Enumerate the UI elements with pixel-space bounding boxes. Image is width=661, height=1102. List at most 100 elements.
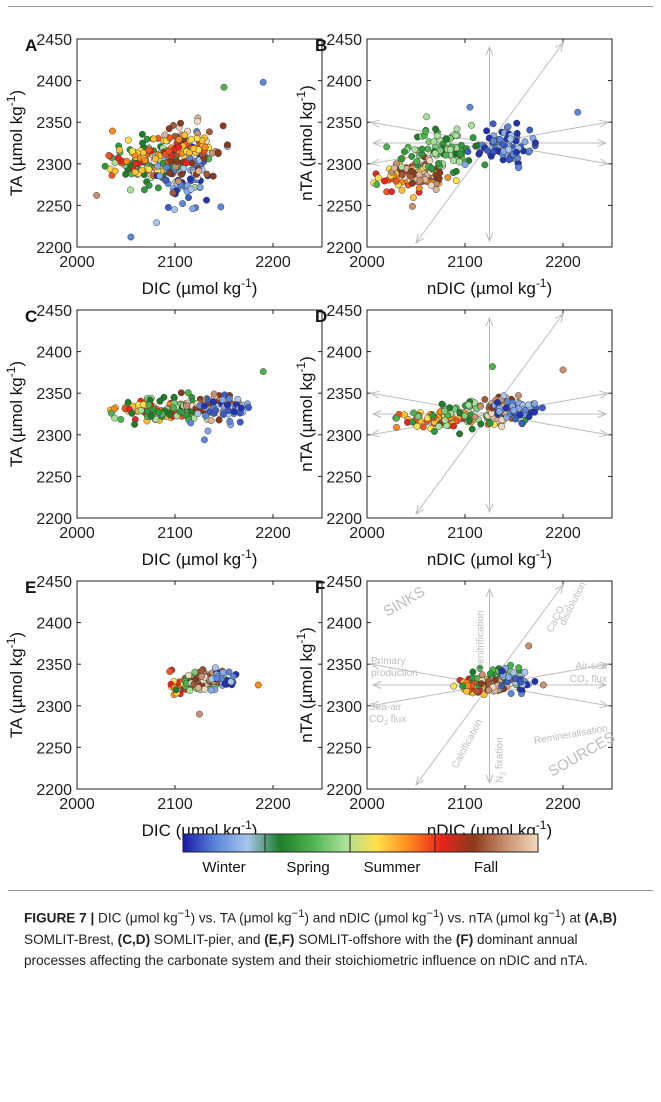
y-tick-label: 2300	[326, 157, 362, 174]
data-point	[468, 121, 475, 129]
data-point	[166, 668, 174, 675]
data-point	[141, 156, 149, 164]
data-point	[194, 410, 202, 417]
data-point	[185, 194, 192, 202]
process-arrow	[489, 42, 564, 144]
data-point	[408, 153, 416, 160]
data-points	[450, 642, 547, 699]
label-denitrification: Denitrification	[476, 610, 487, 671]
panel-letter: C	[25, 307, 37, 326]
x-tick-label: 2100	[157, 525, 193, 542]
data-point	[478, 680, 485, 688]
data-point	[432, 171, 440, 179]
y-tick-label: 2350	[326, 115, 362, 132]
data-point	[141, 186, 148, 194]
label-sea-air-flux: CO2 flux	[369, 714, 406, 727]
data-point	[398, 186, 406, 194]
data-point	[428, 164, 435, 172]
data-point	[513, 129, 521, 137]
data-point	[169, 189, 177, 197]
data-point	[516, 411, 524, 419]
data-point	[156, 172, 164, 180]
data-point	[154, 162, 162, 170]
data-point	[465, 417, 473, 425]
data-point	[477, 420, 485, 428]
data-point	[476, 664, 484, 672]
panel-letter: B	[315, 36, 327, 55]
data-point	[424, 145, 432, 153]
data-point	[452, 177, 460, 185]
arrow-head	[599, 700, 610, 709]
data-point	[145, 166, 153, 173]
data-point	[446, 146, 454, 153]
data-point	[209, 398, 217, 406]
x-tick-label: 2100	[447, 254, 483, 271]
data-point	[230, 408, 238, 416]
data-point	[505, 156, 513, 164]
data-point	[184, 389, 192, 397]
arrow-head	[597, 410, 608, 418]
y-axis-label: TA (µmol kg-1)	[4, 90, 26, 196]
data-point	[171, 206, 178, 214]
panel-letter: F	[315, 578, 325, 597]
data-point	[531, 677, 539, 685]
data-point	[413, 423, 421, 430]
data-point	[259, 368, 267, 375]
data-point	[195, 167, 203, 175]
data-point	[464, 148, 472, 156]
data-point	[515, 392, 522, 399]
data-point	[201, 685, 209, 693]
y-tick-label: 2200	[36, 511, 72, 528]
data-point	[210, 390, 218, 398]
data-point	[410, 409, 418, 417]
data-point	[237, 404, 245, 412]
data-point	[132, 160, 139, 168]
y-tick-label: 2200	[36, 782, 72, 799]
data-point	[465, 401, 473, 409]
data-point	[236, 418, 244, 426]
arrow-head	[599, 119, 610, 128]
arrow-head	[485, 232, 494, 243]
panel-B: 2000 2100 2200 2200 2250 2300 2350 2400 2450 nDIC…	[294, 32, 613, 298]
data-point	[124, 136, 132, 144]
y-tick-label: 2450	[326, 32, 362, 49]
x-tick-label: 2000	[59, 796, 95, 813]
data-point	[432, 125, 439, 133]
panel-A: 2000 2100 2200 2200 2250 2300 2350 2400 2450 DIC …	[4, 32, 323, 298]
data-point	[383, 143, 391, 151]
data-points	[107, 368, 267, 444]
y-tick-label: 2200	[36, 240, 72, 257]
x-axis-label: nDIC (µmol kg-1)	[427, 276, 552, 298]
data-point	[182, 159, 190, 167]
x-tick-label: 2100	[447, 796, 483, 813]
data-point	[398, 171, 406, 179]
data-point	[452, 132, 460, 139]
data-point	[443, 135, 450, 143]
data-point	[193, 134, 201, 142]
colorbar-label-fall: Fall	[474, 859, 498, 876]
process-arrow	[415, 413, 490, 515]
y-tick-label: 2450	[36, 303, 72, 320]
data-point	[203, 196, 210, 204]
panel-E: 2000 2100 2200220022502300235024002450DIC …	[4, 574, 323, 840]
caption-divider	[8, 890, 653, 891]
data-point	[187, 185, 195, 193]
data-point	[187, 135, 195, 143]
data-point	[147, 412, 155, 420]
data-point	[131, 420, 139, 428]
y-tick-label: 2400	[36, 616, 72, 633]
figure-panels: 2000 2100 2200 2200 2250 2300 2350 2400 2450 DIC …	[4, 32, 618, 840]
data-point	[122, 170, 130, 178]
data-point	[170, 393, 178, 401]
arrow-head	[485, 774, 494, 785]
data-point	[397, 155, 405, 163]
panel-letter: E	[25, 578, 36, 597]
data-point	[128, 409, 136, 417]
data-point	[430, 428, 438, 435]
arrow-head	[369, 390, 380, 399]
data-points	[370, 103, 582, 210]
arrow-head	[415, 776, 424, 787]
data-point	[111, 167, 119, 175]
y-tick-label: 2350	[36, 657, 72, 674]
